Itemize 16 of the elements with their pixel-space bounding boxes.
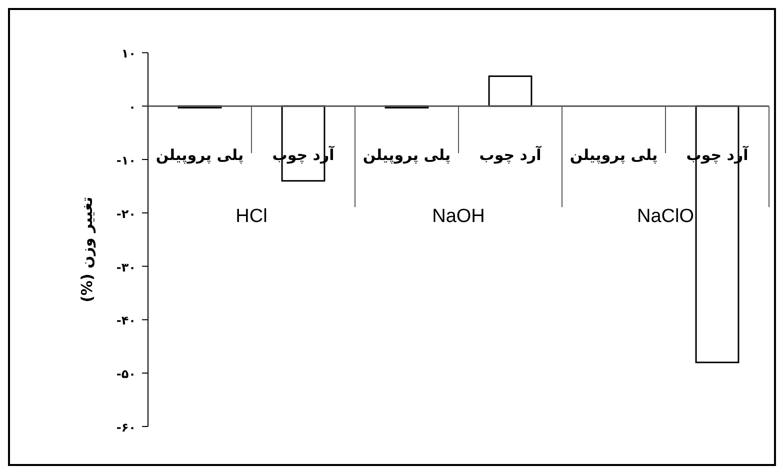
- y-tick-label: -۴۰: [116, 314, 136, 328]
- y-tick-label: ۱۰: [121, 46, 136, 61]
- annotation: NaClO: [636, 206, 694, 228]
- y-tick-label: -۶۰: [116, 420, 136, 434]
- annotation: HCl: [236, 206, 268, 228]
- x-tick-label: آرد چوب: [479, 145, 542, 164]
- y-tick-label: -۳۰: [116, 260, 136, 274]
- y-tick-label: ۰: [128, 100, 136, 114]
- y-tick-label: -۱۰: [116, 154, 136, 168]
- y-axis-title: تغییر وزن (%): [78, 196, 96, 302]
- y-tick-label: -۵۰: [116, 367, 136, 382]
- annotation: NaOH: [432, 206, 485, 228]
- x-tick-label: پلی پروپیلن: [362, 146, 451, 164]
- x-tick-label: پلی پروپیلن: [156, 146, 244, 164]
- y-tick-label: -۲۰: [116, 206, 136, 221]
- x-tick-label: پلی پروپیلن: [570, 146, 658, 164]
